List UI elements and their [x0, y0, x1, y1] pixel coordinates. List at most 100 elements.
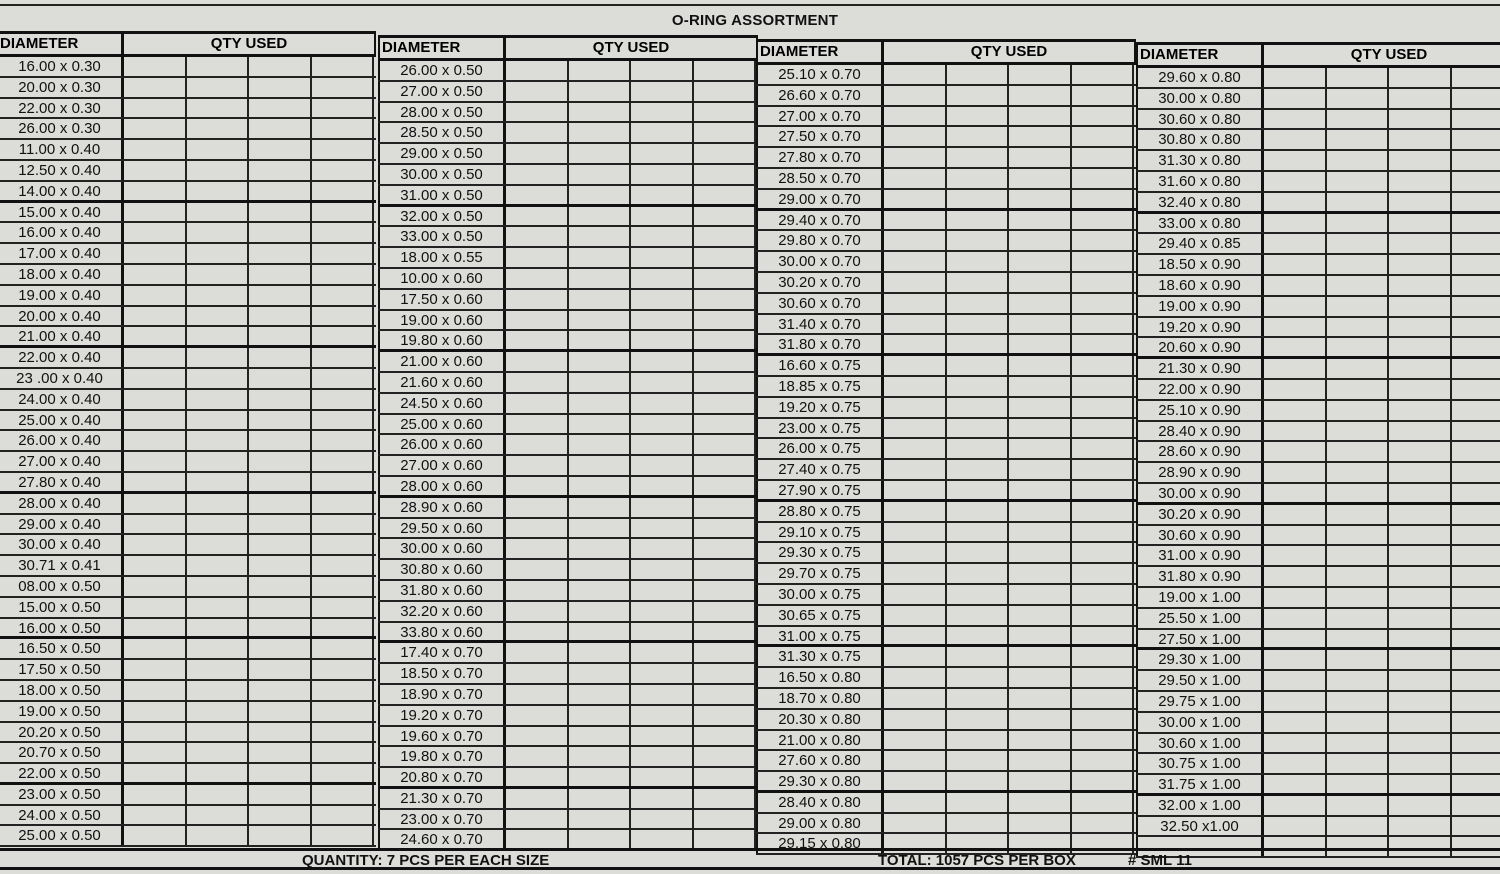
qty-used-cell[interactable]	[187, 98, 249, 118]
qty-used-cell[interactable]	[1072, 480, 1134, 499]
qty-used-cell[interactable]	[312, 348, 374, 367]
qty-used-cell[interactable]	[1072, 584, 1134, 604]
qty-used-cell[interactable]	[1009, 564, 1072, 583]
qty-used-cell[interactable]	[1072, 252, 1134, 271]
qty-used-cell[interactable]	[312, 535, 374, 555]
qty-used-cell[interactable]	[694, 61, 756, 80]
qty-used-cell[interactable]	[631, 747, 694, 767]
qty-used-cell[interactable]	[1327, 483, 1389, 502]
qty-used-cell[interactable]	[1327, 837, 1389, 857]
qty-used-cell[interactable]	[1264, 712, 1327, 732]
qty-used-cell[interactable]	[884, 168, 947, 188]
qty-used-cell[interactable]	[124, 784, 187, 804]
qty-used-cell[interactable]	[569, 622, 631, 641]
qty-used-cell[interactable]	[694, 144, 756, 163]
qty-used-cell[interactable]	[1072, 543, 1134, 563]
qty-used-cell[interactable]	[1072, 189, 1134, 208]
qty-used-cell[interactable]	[631, 310, 694, 330]
qty-used-cell[interactable]	[1264, 234, 1327, 254]
qty-used-cell[interactable]	[947, 148, 1009, 167]
qty-used-cell[interactable]	[569, 102, 631, 122]
qty-used-cell[interactable]	[694, 560, 756, 579]
qty-used-cell[interactable]	[506, 747, 569, 767]
qty-used-cell[interactable]	[1072, 272, 1134, 292]
qty-used-cell[interactable]	[1389, 192, 1452, 211]
qty-used-cell[interactable]	[124, 160, 187, 180]
qty-used-cell[interactable]	[631, 185, 694, 204]
qty-used-cell[interactable]	[569, 227, 631, 247]
qty-used-cell[interactable]	[124, 535, 187, 555]
qty-used-cell[interactable]	[569, 372, 631, 392]
qty-used-cell[interactable]	[1264, 379, 1327, 399]
qty-used-cell[interactable]	[187, 535, 249, 555]
qty-used-cell[interactable]	[312, 514, 374, 534]
qty-used-cell[interactable]	[1009, 314, 1072, 334]
qty-used-cell[interactable]	[631, 601, 694, 621]
qty-used-cell[interactable]	[506, 227, 569, 247]
qty-used-cell[interactable]	[1389, 483, 1452, 502]
qty-used-cell[interactable]	[312, 368, 374, 388]
qty-used-cell[interactable]	[1452, 68, 1500, 87]
qty-used-cell[interactable]	[187, 389, 249, 409]
qty-used-cell[interactable]	[1264, 816, 1327, 836]
qty-used-cell[interactable]	[884, 356, 947, 375]
qty-used-cell[interactable]	[124, 306, 187, 326]
qty-used-cell[interactable]	[1009, 480, 1072, 499]
qty-used-cell[interactable]	[884, 148, 947, 167]
qty-used-cell[interactable]	[1264, 338, 1327, 357]
qty-used-cell[interactable]	[124, 660, 187, 679]
qty-used-cell[interactable]	[1327, 504, 1389, 524]
qty-used-cell[interactable]	[1389, 234, 1452, 254]
qty-used-cell[interactable]	[694, 102, 756, 122]
qty-used-cell[interactable]	[1264, 567, 1327, 586]
qty-used-cell[interactable]	[569, 61, 631, 80]
qty-used-cell[interactable]	[569, 518, 631, 538]
qty-used-cell[interactable]	[1009, 189, 1072, 208]
qty-used-cell[interactable]	[1072, 605, 1134, 625]
qty-used-cell[interactable]	[1072, 709, 1134, 729]
qty-used-cell[interactable]	[506, 393, 569, 413]
qty-used-cell[interactable]	[569, 81, 631, 101]
qty-used-cell[interactable]	[1327, 68, 1389, 87]
qty-used-cell[interactable]	[884, 106, 947, 126]
qty-used-cell[interactable]	[187, 764, 249, 782]
qty-used-cell[interactable]	[569, 393, 631, 413]
qty-used-cell[interactable]	[631, 726, 694, 746]
qty-used-cell[interactable]	[884, 813, 947, 833]
qty-used-cell[interactable]	[1264, 400, 1327, 420]
qty-used-cell[interactable]	[947, 252, 1009, 271]
qty-used-cell[interactable]	[884, 65, 947, 84]
qty-used-cell[interactable]	[312, 805, 374, 825]
qty-used-cell[interactable]	[884, 210, 947, 230]
qty-used-cell[interactable]	[569, 497, 631, 517]
qty-used-cell[interactable]	[249, 556, 312, 575]
qty-used-cell[interactable]	[1072, 772, 1134, 790]
qty-used-cell[interactable]	[1072, 356, 1134, 375]
qty-used-cell[interactable]	[506, 456, 569, 475]
qty-used-cell[interactable]	[1452, 588, 1500, 607]
qty-used-cell[interactable]	[631, 705, 694, 725]
qty-used-cell[interactable]	[1452, 817, 1500, 836]
qty-used-cell[interactable]	[1327, 795, 1389, 815]
qty-used-cell[interactable]	[1009, 605, 1072, 625]
qty-used-cell[interactable]	[1389, 504, 1452, 524]
qty-used-cell[interactable]	[1389, 88, 1452, 108]
qty-used-cell[interactable]	[1452, 318, 1500, 337]
qty-used-cell[interactable]	[947, 668, 1009, 687]
qty-used-cell[interactable]	[1264, 151, 1327, 170]
qty-used-cell[interactable]	[124, 77, 187, 97]
qty-used-cell[interactable]	[1452, 505, 1500, 524]
qty-used-cell[interactable]	[947, 460, 1009, 479]
qty-used-cell[interactable]	[249, 805, 312, 825]
qty-used-cell[interactable]	[506, 539, 569, 559]
qty-used-cell[interactable]	[1327, 379, 1389, 399]
qty-used-cell[interactable]	[1452, 526, 1500, 545]
qty-used-cell[interactable]	[947, 314, 1009, 334]
qty-used-cell[interactable]	[1327, 359, 1389, 378]
qty-used-cell[interactable]	[1264, 88, 1327, 108]
qty-used-cell[interactable]	[1389, 608, 1452, 628]
qty-used-cell[interactable]	[506, 81, 569, 101]
qty-used-cell[interactable]	[1264, 192, 1327, 211]
qty-used-cell[interactable]	[884, 626, 947, 645]
qty-used-cell[interactable]	[947, 522, 1009, 542]
